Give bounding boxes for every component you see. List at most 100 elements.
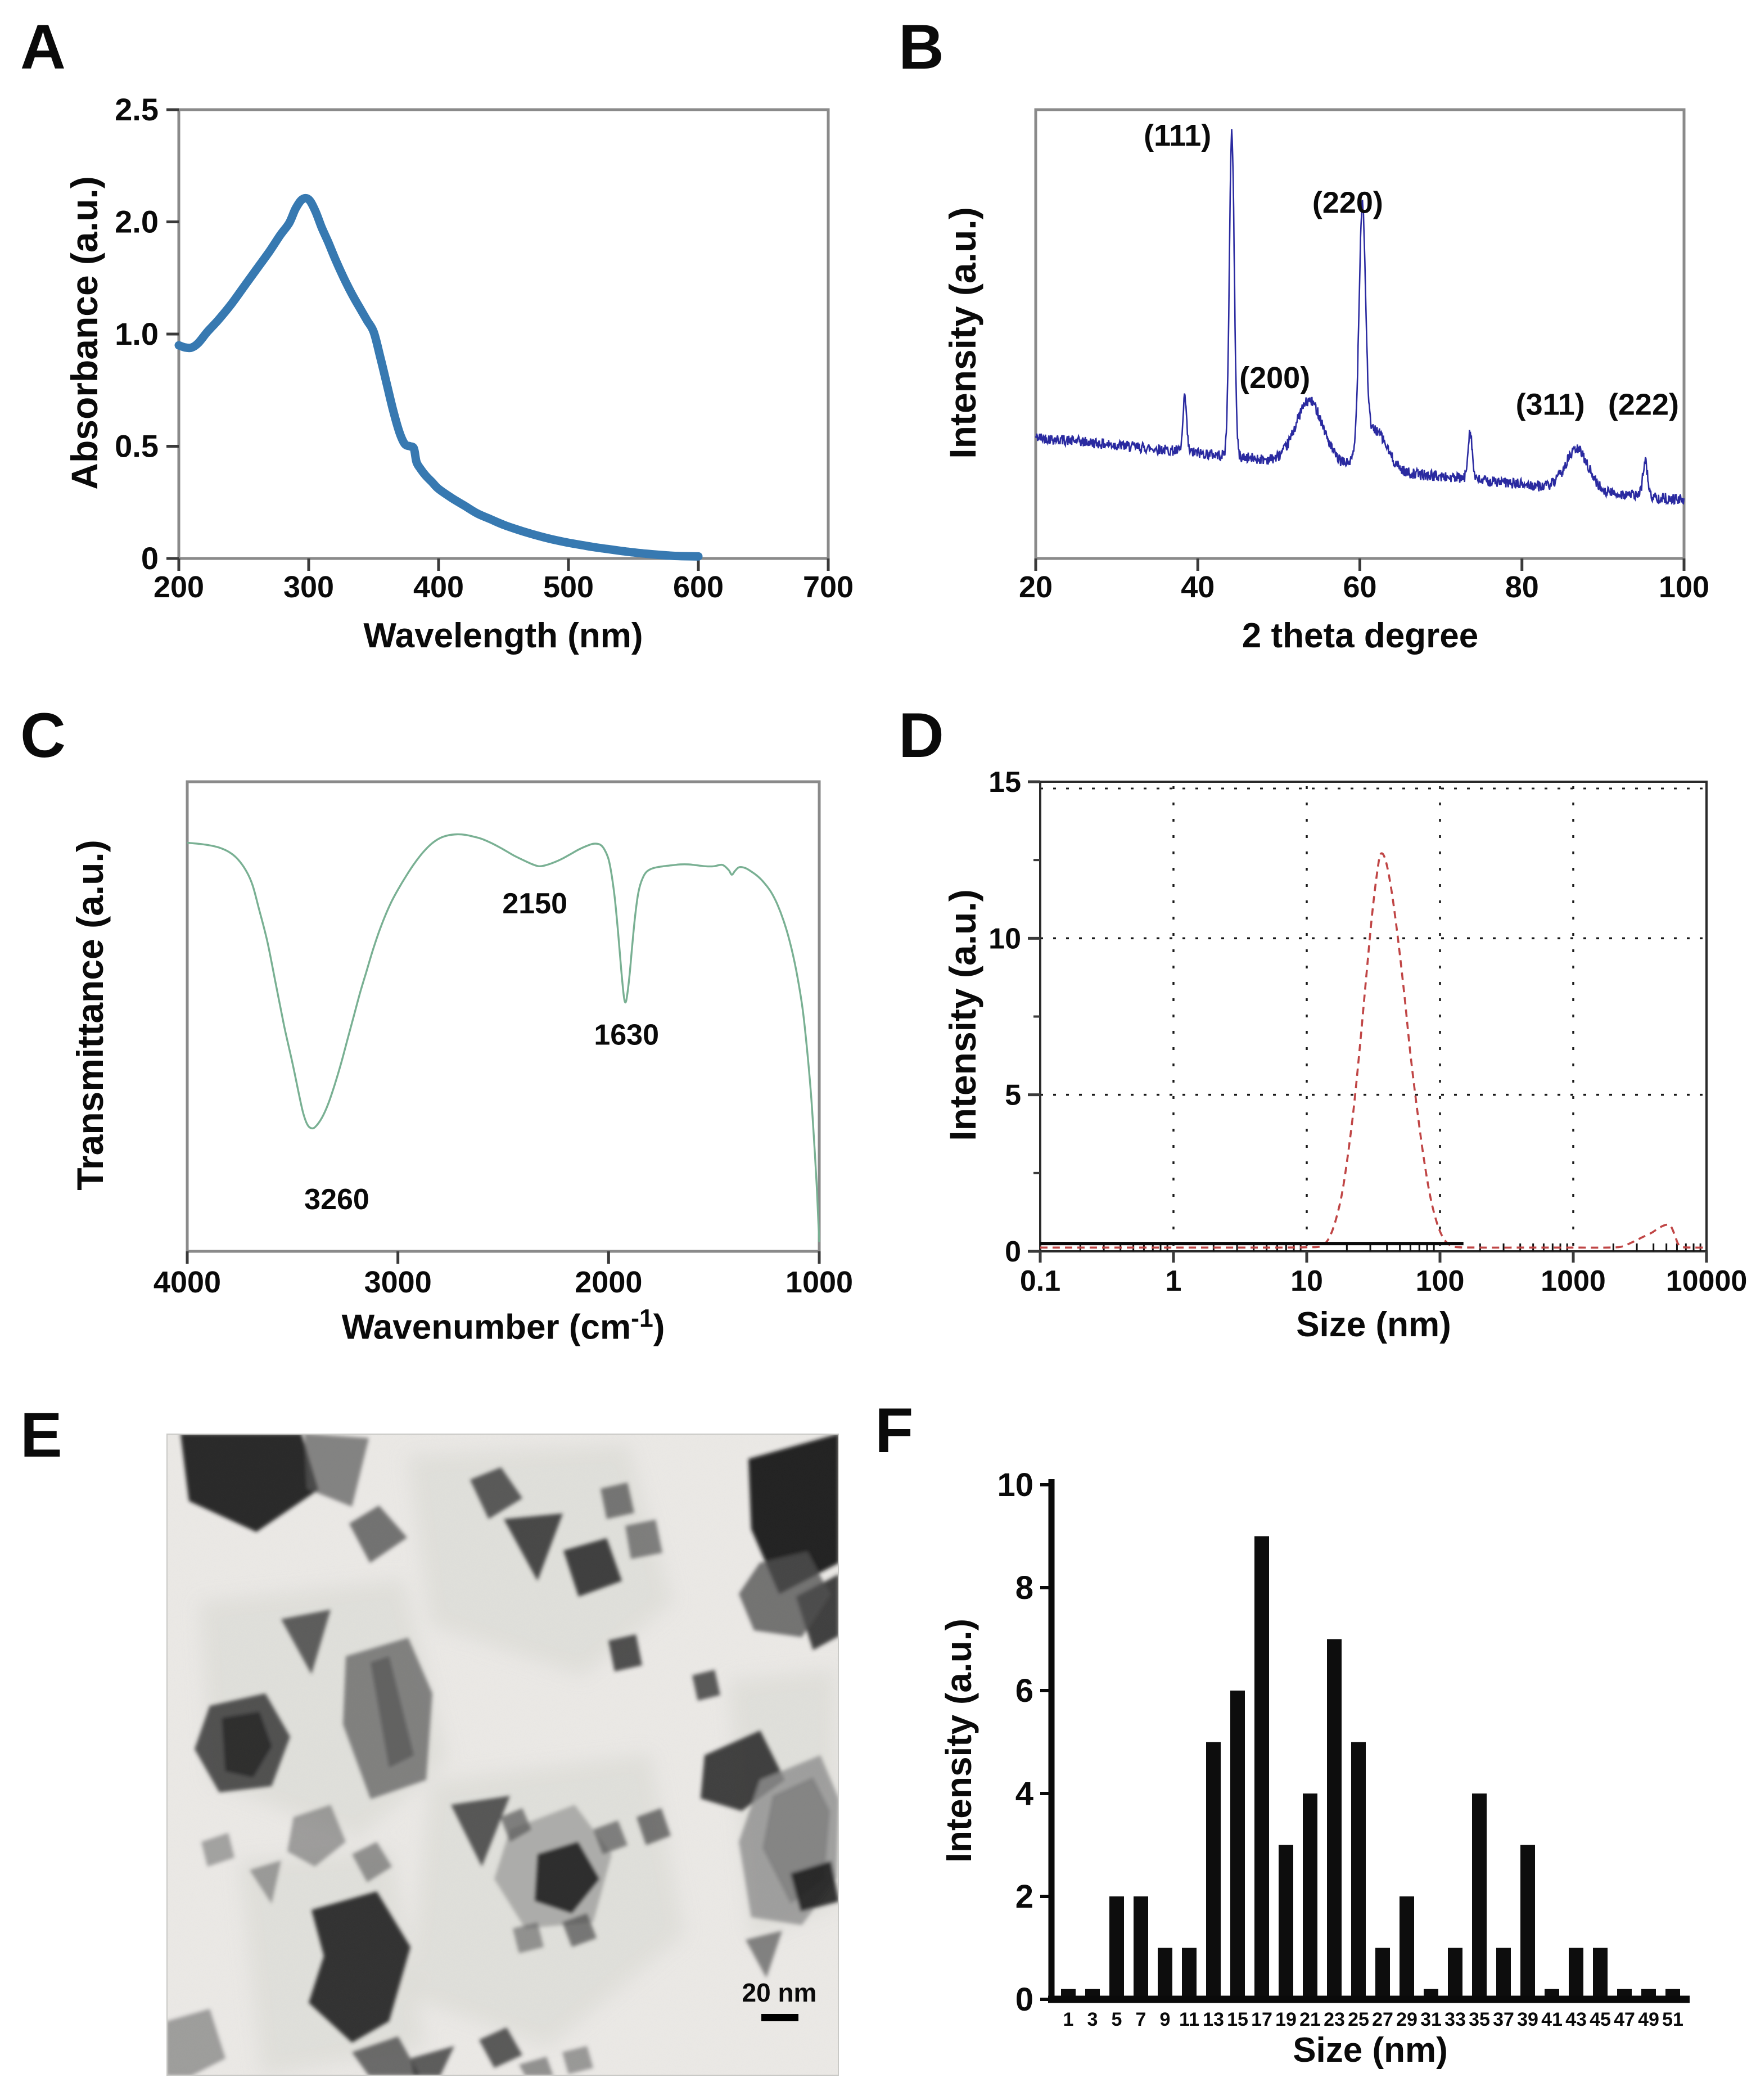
histogram-bar (1254, 1536, 1269, 1999)
tick-label: 9 (1160, 2009, 1171, 2030)
dls-curve (1040, 852, 1707, 1249)
tick-label: 29 (1396, 2009, 1418, 2030)
tick-label: 300 (283, 570, 334, 604)
tick-label: 13 (1203, 2009, 1224, 2030)
histogram-bar (1134, 1896, 1148, 1999)
tick-label: 8 (1015, 1570, 1033, 1606)
tick-label: 35 (1469, 2009, 1490, 2030)
histogram-bar (1520, 1845, 1535, 1999)
tick-label: 19 (1275, 2009, 1297, 2030)
tick-label: 400 (413, 570, 464, 604)
scale-bar (761, 2014, 798, 2021)
tick-label: 1 (1166, 1265, 1182, 1297)
panel-letter-F: F (875, 1395, 914, 1466)
tick-label: 45 (1590, 2009, 1611, 2030)
plot-frame (1039, 781, 1708, 1252)
panel-letter-B: B (899, 12, 944, 82)
tick-label: 2 (1015, 1878, 1033, 1915)
histogram-bar (1303, 1793, 1317, 1999)
axis-label-F-x: Size (nm) (1293, 2031, 1448, 2070)
tem-grain (166, 1434, 839, 2076)
axis-label-B-x: 2 theta degree (1242, 616, 1479, 655)
plot-frame (186, 780, 821, 1253)
tick-label: 0.5 (115, 429, 159, 464)
xrd-peak-label: (220) (1312, 186, 1383, 220)
tick-label: 2.0 (115, 204, 159, 240)
histogram-bar (1400, 1896, 1414, 1999)
histogram-bar (1375, 1948, 1390, 1999)
tick-label: 5 (1112, 2009, 1122, 2030)
tick-label: 49 (1638, 2009, 1659, 2030)
panel-letter-D: D (899, 700, 944, 770)
axis-label-C-x: Wavenumber (cm-1) (341, 1305, 665, 1347)
tick-label: 1000 (1541, 1265, 1606, 1297)
histogram-bar (1109, 1896, 1124, 1999)
histogram-bar (1327, 1639, 1342, 1999)
tick-label: 2.5 (115, 92, 159, 127)
tick-label: 39 (1517, 2009, 1538, 2030)
tick-label: 23 (1324, 2009, 1345, 2030)
plot-frame (1034, 108, 1686, 560)
histogram-bar (1496, 1948, 1511, 1999)
tick-label: 25 (1348, 2009, 1369, 2030)
tick-label: 7 (1136, 2009, 1146, 2030)
tick-label: 33 (1444, 2009, 1466, 2030)
panel-letter-C: C (20, 700, 66, 770)
tem-border (166, 1434, 839, 2076)
tick-label: 20 (1019, 570, 1053, 604)
ftir-band-label: 1630 (594, 1019, 659, 1052)
tick-label: 47 (1614, 2009, 1635, 2030)
tick-label: 100 (1659, 570, 1709, 604)
tick-label: 31 (1420, 2009, 1442, 2030)
dls-chart: 0.1 1 10 100 1000 10000 0 5 10 15 (988, 766, 1747, 1297)
uvvis-chart: 200 300 400 500 600 700 2.5 2.0 1.0 0.5 0 (115, 92, 854, 604)
histogram-bar (1351, 1742, 1366, 1999)
tick-label: 21 (1299, 2009, 1321, 2030)
tick-label: 200 (154, 570, 204, 604)
histogram-bar (1182, 1948, 1197, 1999)
tick-label: 6 (1015, 1673, 1033, 1709)
histogram-bar (1206, 1742, 1221, 1999)
tick-label: 0 (1005, 1236, 1021, 1268)
tick-label: 100 (1416, 1265, 1465, 1297)
tick-label: 0 (1015, 1981, 1033, 2018)
xrd-peak-label: (111) (1144, 119, 1211, 152)
tick-label: 37 (1493, 2009, 1514, 2030)
histogram-bar (1472, 1793, 1487, 1999)
panel-letter-A: A (20, 12, 66, 82)
tick-label: 10 (997, 1467, 1033, 1503)
histogram-bar (1230, 1691, 1245, 1999)
tick-label: 11 (1179, 2009, 1199, 2030)
histogram-bar (1448, 1948, 1462, 1999)
tick-label: 600 (673, 570, 724, 604)
tick-label: 17 (1251, 2009, 1272, 2030)
tick-label: 43 (1565, 2009, 1587, 2030)
plot-frame (177, 108, 830, 560)
tick-label: 0 (141, 540, 159, 576)
tick-label: 2000 (575, 1265, 642, 1299)
histogram-bar (1158, 1948, 1172, 1999)
tick-label: 4000 (154, 1265, 221, 1299)
scale-bar-label: 20 nm (742, 1978, 817, 2007)
ftir-chart: 4000 3000 2000 1000 3260 2150 1630 (154, 780, 853, 1299)
tick-label: 500 (543, 570, 594, 604)
xrd-trace (1035, 129, 1685, 506)
uvvis-curve (174, 193, 703, 561)
tick-label: 60 (1343, 570, 1376, 604)
tick-label: 3000 (364, 1265, 432, 1299)
tick-label: 15 (988, 766, 1021, 799)
histogram-bar (1569, 1948, 1583, 1999)
tick-label: 80 (1505, 570, 1539, 604)
tick-label: 5 (1005, 1079, 1021, 1112)
tick-label: 0.1 (1020, 1265, 1060, 1297)
ftir-band-label: 2150 (502, 887, 567, 920)
tick-label: 1 (1063, 2009, 1074, 2030)
histogram-bar (1593, 1948, 1608, 1999)
tem-image: 20 nm (166, 1434, 839, 2076)
xrd-peak-label: (200) (1239, 361, 1310, 395)
histogram-bar (1279, 1845, 1293, 1999)
panel-letter-E: E (20, 1400, 62, 1470)
tick-label: 3 (1087, 2009, 1098, 2030)
tick-label: 51 (1662, 2009, 1683, 2030)
ftir-band-label: 3260 (304, 1183, 369, 1216)
